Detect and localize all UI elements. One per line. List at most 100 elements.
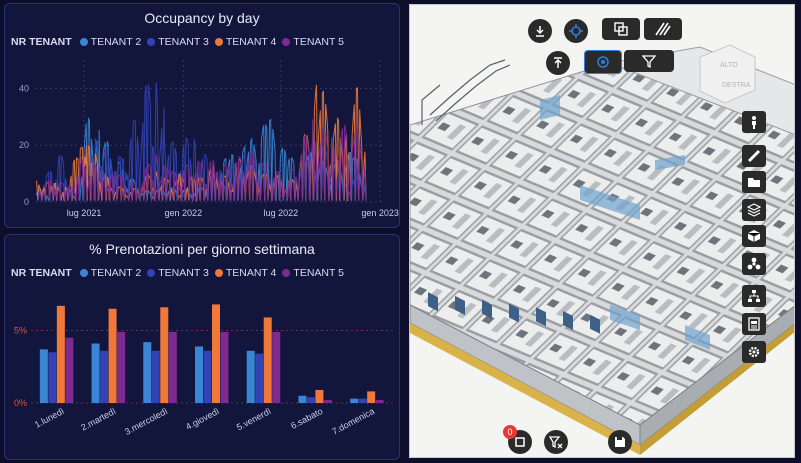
x-tick-label: 1.lunedì — [33, 406, 66, 430]
legend-label: TENANT 2 — [90, 36, 142, 48]
x-tick-label: gen 2023 — [361, 208, 399, 218]
legend-title: NR TENANT — [11, 36, 72, 48]
legend-label: TENANT 3 — [158, 267, 209, 279]
notification-badge: 0 — [503, 425, 517, 439]
legend-label: TENANT 5 — [293, 267, 344, 279]
bar-tenant-5 — [272, 331, 281, 403]
legend-dot — [79, 269, 88, 277]
legend-label: TENANT 5 — [293, 36, 344, 48]
bar-tenant-5 — [220, 331, 229, 403]
bar-tenant-2 — [246, 350, 255, 403]
y-tick-label: 40 — [19, 83, 29, 93]
bar-tenant-2 — [195, 346, 203, 403]
occupancy-title: Occupancy by day — [144, 10, 260, 26]
bar-tenant-2 — [91, 343, 100, 403]
y-tick-label: 5% — [14, 326, 27, 336]
upload-icon[interactable] — [546, 51, 570, 75]
legend-dot — [214, 269, 223, 277]
legend-label: TENANT 3 — [158, 36, 209, 48]
weekday-bar-chart[interactable]: 0% 5% 1.lunedì 2.martedì 3.mercoledì 4.gioved… — [5, 281, 399, 461]
gear-icon[interactable] — [742, 341, 766, 363]
series-line-tenant-5 — [37, 119, 367, 201]
view-cube-label-top: ALTO — [720, 62, 738, 69]
bar-tenant-5 — [375, 400, 384, 403]
occupancy-line-chart[interactable]: 0 20 40 lug 2021 gen 2022 lug 2022 gen 2023 — [5, 52, 399, 227]
y-tick-label: 0% — [14, 398, 27, 408]
copy-icon[interactable] — [602, 18, 640, 40]
legend-item-tenant2[interactable]: TENANT 2 — [79, 36, 142, 48]
save-icon[interactable] — [608, 430, 632, 454]
target-icon[interactable] — [564, 19, 588, 43]
filter-clear-icon[interactable] — [544, 430, 568, 454]
x-tick-label: 7.domenica — [330, 406, 376, 437]
bar-tenant-3 — [306, 397, 315, 403]
legend-item-tenant3[interactable]: TENANT 3 — [147, 267, 209, 279]
weekday-legend: NR TENANT TENANT 2 TENANT 3 TENANT 4 TEN… — [11, 267, 344, 279]
bar-tenant-4 — [56, 305, 65, 403]
legend-title: NR TENANT — [11, 267, 72, 279]
hatch-icon[interactable] — [644, 18, 682, 40]
filter-icon[interactable] — [624, 50, 674, 72]
bar-tenant-2 — [39, 349, 48, 403]
building-model-image[interactable]: ALTO DESTRA — [410, 5, 795, 458]
legend-dot — [214, 38, 223, 46]
x-tick-label: gen 2022 — [165, 208, 203, 218]
legend-dot — [147, 269, 156, 277]
y-tick-label: 0 — [24, 197, 29, 207]
layers-icon[interactable] — [742, 199, 766, 221]
bar-tenant-3 — [100, 350, 109, 403]
bar-tenant-5 — [65, 337, 74, 403]
bar-tenant-2 — [350, 398, 359, 403]
cluster-icon[interactable] — [742, 253, 766, 275]
legend-dot — [147, 38, 156, 46]
legend-dot — [282, 38, 291, 46]
x-tick-label: lug 2021 — [67, 208, 102, 218]
x-tick-label: 6.sabato — [289, 406, 324, 431]
bar-tenant-4 — [160, 307, 169, 403]
folder-icon[interactable] — [742, 171, 766, 193]
occupancy-legend: NR TENANT TENANT 2 TENANT 3 TENANT 4 TEN… — [11, 36, 344, 48]
x-tick-label: lug 2022 — [264, 208, 299, 218]
bar-tenant-5 — [117, 331, 126, 403]
legend-label: TENANT 2 — [90, 267, 142, 279]
x-tick-label: 3.mercoledì — [123, 406, 169, 437]
bar-tenant-3 — [255, 353, 264, 403]
focus-icon[interactable] — [584, 50, 622, 74]
bar-tenant-3 — [358, 398, 367, 403]
view-cube-label-right: DESTRA — [722, 82, 751, 89]
bar-tenant-4 — [367, 391, 376, 403]
legend-item-tenant2[interactable]: TENANT 2 — [79, 267, 142, 279]
x-tick-label: 4.giovedì — [184, 406, 221, 432]
bar-tenant-4 — [212, 304, 220, 403]
bar-tenant-2 — [298, 395, 307, 403]
bar-tenant-2 — [143, 342, 152, 403]
x-tick-label: 2.martedì — [79, 406, 117, 433]
weekday-panel: % Prenotazioni per giorno settimana NR T… — [4, 234, 400, 460]
weekday-title: % Prenotazioni per giorno settimana — [89, 241, 315, 257]
legend-item-tenant3[interactable]: TENANT 3 — [147, 36, 209, 48]
bar-tenant-5 — [323, 400, 332, 403]
bar-tenant-3 — [48, 352, 57, 403]
person-icon[interactable] — [742, 111, 766, 133]
cube-icon[interactable] — [742, 225, 766, 247]
document-icon[interactable] — [742, 313, 766, 335]
bar-tenant-5 — [168, 331, 177, 403]
bar-tenant-4 — [263, 317, 272, 403]
bar-tenant-4 — [108, 308, 117, 403]
legend-label: TENANT 4 — [225, 267, 277, 279]
legend-item-tenant4[interactable]: TENANT 4 — [214, 267, 277, 279]
hierarchy-icon[interactable] — [742, 285, 766, 307]
legend-dot — [79, 38, 88, 46]
x-tick-label: 5.venerdì — [235, 406, 273, 432]
occupancy-panel: Occupancy by day NR TENANT TENANT 2 TENA… — [4, 3, 400, 228]
bar-tenant-3 — [151, 350, 160, 403]
legend-item-tenant4[interactable]: TENANT 4 — [214, 36, 276, 48]
legend-item-tenant5[interactable]: TENANT 5 — [282, 267, 344, 279]
legend-dot — [282, 269, 291, 277]
bar-tenant-3 — [203, 350, 212, 403]
download-icon[interactable] — [528, 19, 552, 43]
bim-viewer[interactable]: ALTO DESTRA — [409, 4, 795, 458]
view-cube[interactable]: ALTO DESTRA — [699, 44, 756, 104]
legend-item-tenant5[interactable]: TENANT 5 — [282, 36, 344, 48]
ruler-icon[interactable] — [742, 145, 766, 167]
